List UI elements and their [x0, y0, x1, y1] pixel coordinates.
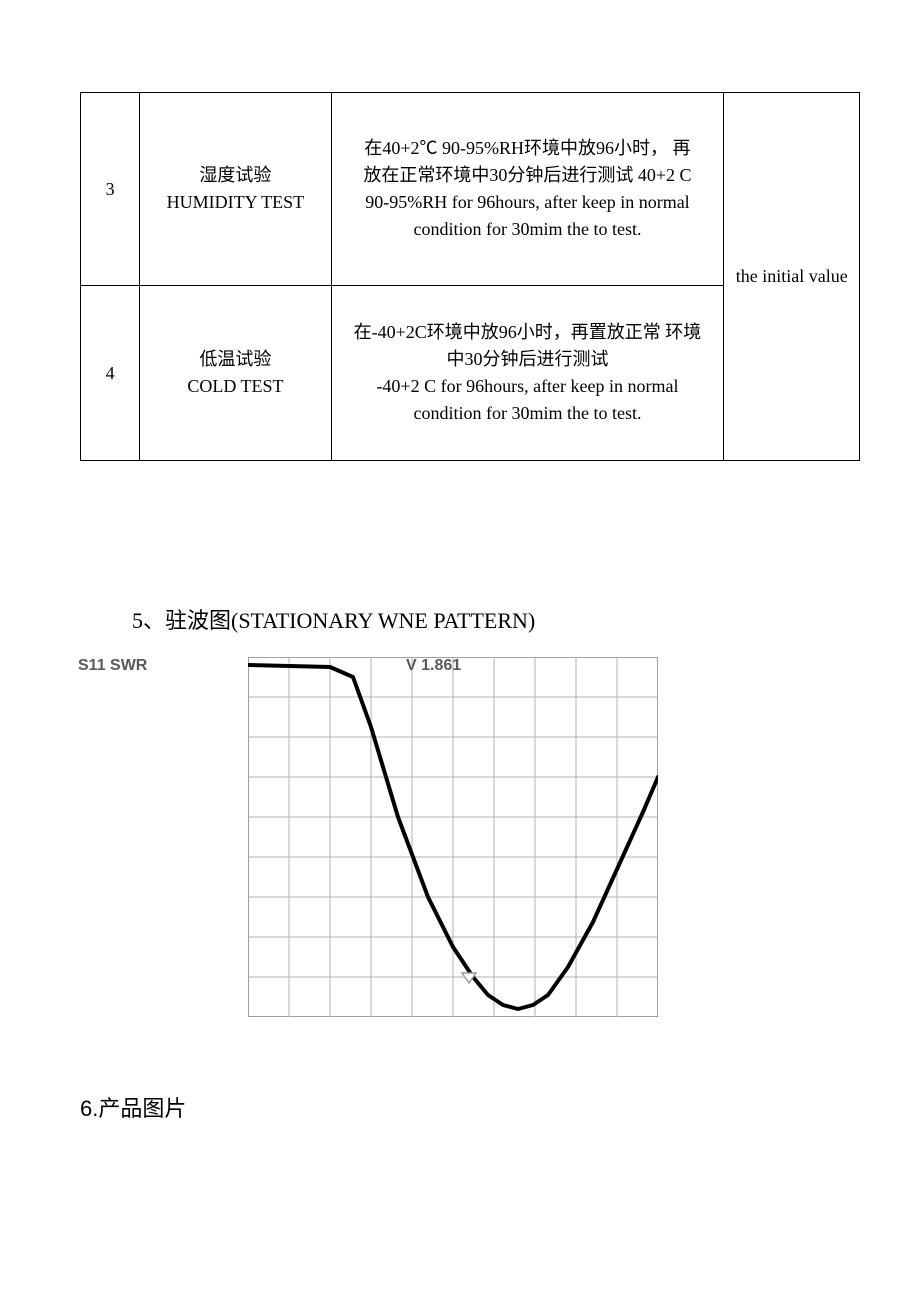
test-name-cell: 湿度试验 HUMIDITY TEST: [140, 93, 331, 286]
section-6-title: 6.产品图片: [80, 1091, 920, 1123]
test-name-cn: 湿度试验: [199, 165, 271, 185]
test-condition-cell: 在-40+2C环境中放96小时，再置放正常 环境 中30分钟后进行测试 -40+…: [331, 286, 724, 461]
cond-line: 放在正常环境中30分钟后进行测试 40+2 C: [363, 165, 691, 185]
test-name-en: COLD TEST: [187, 376, 283, 396]
cond-line: 中30分钟后进行测试: [446, 349, 608, 369]
test-name-en: HUMIDITY TEST: [167, 192, 305, 212]
row-index: 3: [81, 93, 140, 286]
swr-chart-wrap: S11 SWR V 1.861: [78, 657, 778, 1017]
swr-chart: [248, 657, 658, 1017]
cond-line: condition for 30mim the to test.: [413, 403, 641, 423]
test-name-cn: 低温试验: [199, 349, 271, 369]
chart-y-label: S11 SWR: [78, 657, 147, 675]
cond-line: condition for 30mim the to test.: [413, 219, 641, 239]
test-name-cell: 低温试验 COLD TEST: [140, 286, 331, 461]
result-text: the initial value: [736, 266, 848, 286]
cond-line: -40+2 C for 96hours, after keep in norma…: [376, 376, 678, 396]
cond-line: 在40+2℃ 90-95%RH环境中放96小时， 再: [364, 138, 690, 158]
cond-line: 在-40+2C环境中放96小时，再置放正常 环境: [354, 322, 702, 342]
test-condition-cell: 在40+2℃ 90-95%RH环境中放96小时， 再 放在正常环境中30分钟后进…: [331, 93, 724, 286]
row-index: 4: [81, 286, 140, 461]
section-5-title: 5、驻波图(STATIONARY WNE PATTERN): [132, 603, 920, 635]
cond-line: 90-95%RH for 96hours, after keep in norm…: [365, 192, 689, 212]
spec-table: 3 湿度试验 HUMIDITY TEST 在40+2℃ 90-95%RH环境中放…: [80, 92, 860, 461]
chart-marker-label: V 1.861: [406, 657, 461, 675]
result-cell: the initial value: [724, 93, 860, 461]
